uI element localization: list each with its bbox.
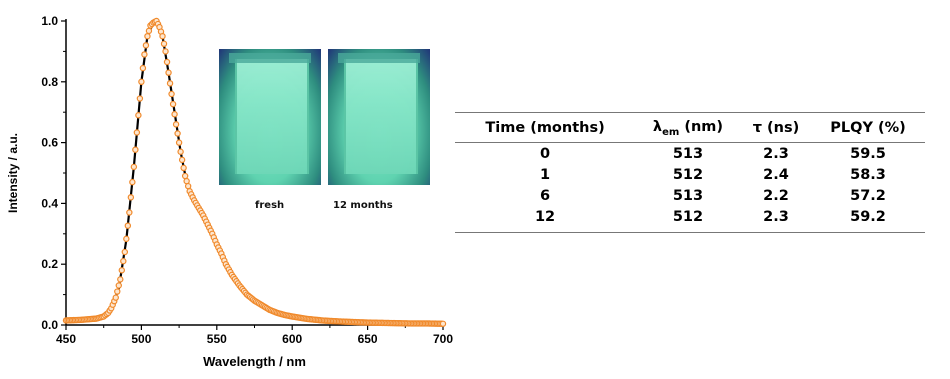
cell-lambda: 512: [672, 166, 704, 183]
data-point: [162, 48, 169, 55]
data-point: [136, 95, 144, 102]
cell-plqy: 59.5: [850, 145, 886, 162]
data-markers-layer: [62, 17, 447, 327]
fresh-photo-label: fresh: [255, 200, 285, 211]
data-point: [123, 235, 130, 243]
data-point: [439, 320, 447, 327]
table-row: 12 512 2.3 59.2: [455, 205, 925, 233]
y-tick-label: 0.8: [41, 75, 58, 89]
data-point: [142, 42, 150, 49]
data-point: [184, 182, 192, 190]
data-point: [139, 64, 147, 72]
y-tick-label: 0.2: [41, 257, 58, 271]
x-axis-ticks: 450 500 550 600 650 700: [56, 325, 453, 346]
y-axis-ticks: 0.0 0.2 0.4 0.6 0.8 1.0: [41, 14, 66, 332]
data-point: [178, 156, 186, 164]
y-tick-label: 0.4: [41, 196, 58, 210]
x-tick-label: 700: [433, 332, 453, 346]
data-point: [181, 172, 189, 180]
data-point: [183, 177, 190, 185]
cell-time: 1: [540, 166, 551, 183]
data-point: [144, 33, 151, 40]
data-point: [133, 129, 141, 136]
emission-spectrum-chart: 450 500 550 600 650 700 0.0 0.2 0.4 0.6 0.8 1.0 Wa…: [6, 14, 453, 369]
x-tick-label: 650: [358, 332, 378, 346]
cell-time: 6: [540, 187, 551, 204]
y-axis-label: Intensity / a.u.: [6, 133, 20, 213]
y-tick-label: 0.6: [41, 136, 58, 150]
data-point: [126, 209, 133, 216]
data-point: [135, 112, 142, 119]
data-point: [129, 178, 136, 186]
table-row: 1 512 2.4 58.3: [455, 164, 925, 185]
data-point: [127, 194, 135, 201]
header-tau: τ (ns): [740, 112, 812, 143]
header-lambda-symbol: λ: [652, 119, 663, 135]
data-point: [165, 69, 172, 76]
data-point: [163, 58, 171, 66]
data-point: [138, 78, 145, 86]
data-point: [174, 130, 181, 137]
data-point: [175, 139, 183, 146]
data-point: [141, 51, 148, 58]
data-point: [118, 267, 125, 274]
cell-plqy: 58.3: [850, 166, 886, 183]
data-point: [124, 222, 132, 229]
data-point: [132, 146, 139, 153]
data-point: [121, 248, 129, 256]
data-point: [145, 27, 153, 35]
aged-sample-photo: [328, 49, 430, 185]
header-lambda: λem (nm): [635, 112, 741, 143]
cell-time: 12: [455, 205, 636, 233]
x-tick-label: 550: [207, 332, 227, 346]
data-point: [115, 282, 122, 289]
fresh-sample-photo: [219, 49, 321, 185]
cell-tau: 2.3: [763, 145, 789, 162]
data-point: [180, 164, 187, 172]
series-line: [65, 19, 196, 322]
data-point: [171, 111, 178, 118]
table-header-row: Time (months) λem (nm) τ (ns) PLQY (%): [455, 112, 925, 143]
data-point: [160, 40, 168, 48]
data-point: [112, 294, 119, 301]
cell-plqy: 59.2: [811, 205, 925, 233]
data-point: [117, 276, 124, 283]
cell-lambda: 513: [672, 145, 704, 162]
data-point: [168, 90, 175, 98]
table-row: 6 513 2.2 57.2: [455, 185, 925, 206]
data-point: [177, 148, 184, 155]
data-point: [159, 33, 166, 40]
x-axis-label: Wavelength / nm: [203, 354, 306, 369]
cell-time: 0: [540, 145, 551, 162]
x-tick-label: 600: [282, 332, 302, 346]
cell-plqy: 57.2: [850, 187, 886, 204]
cell-lambda: 513: [672, 187, 704, 204]
header-lambda-unit: (nm): [679, 119, 724, 135]
cell-tau: 2.3: [740, 205, 812, 233]
data-point: [172, 121, 180, 128]
x-tick-label: 450: [56, 332, 76, 346]
cell-tau: 2.4: [763, 166, 789, 183]
x-tick-label: 500: [131, 332, 151, 346]
header-time: Time (months): [455, 112, 636, 143]
data-point: [130, 163, 138, 171]
stability-table: Time (months) λem (nm) τ (ns) PLQY (%) 0…: [455, 112, 925, 233]
data-point: [169, 100, 177, 108]
y-tick-label: 0.0: [41, 318, 58, 332]
header-plqy: PLQY (%): [811, 112, 925, 143]
cell-lambda: 512: [635, 205, 741, 233]
cell-tau: 2.2: [763, 187, 789, 204]
table-row: 0 513 2.3 59.5: [455, 142, 925, 164]
data-point: [120, 257, 127, 265]
fit-line-layer: [65, 19, 196, 322]
data-point: [166, 80, 174, 87]
header-lambda-sub: em: [662, 126, 680, 138]
data-point: [114, 288, 121, 295]
y-tick-label: 1.0: [41, 14, 58, 28]
aged-photo-label: 12 months: [333, 200, 393, 211]
